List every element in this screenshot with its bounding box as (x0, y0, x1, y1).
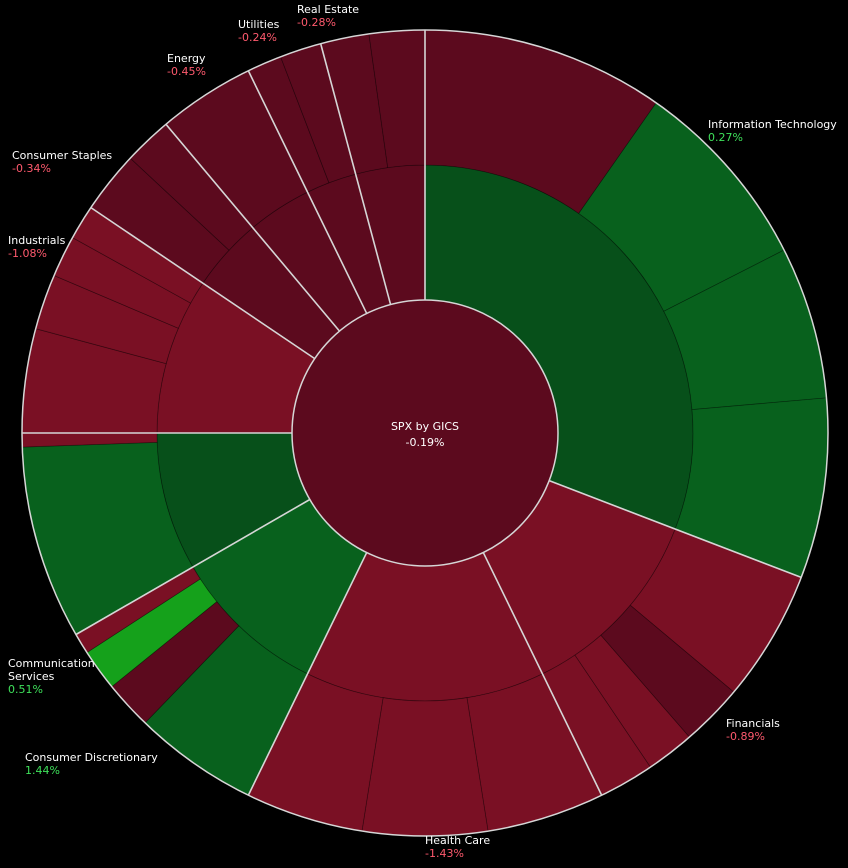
label-industrials-change: -1.08% (8, 247, 47, 260)
label-energy-name: Energy (167, 52, 206, 65)
label-information-technology-change: 0.27% (708, 131, 743, 144)
separator-financials (548, 479, 802, 579)
label-utilities-change: -0.24% (238, 31, 277, 44)
label-consumer-discretionary-name: Consumer Discretionary (25, 751, 158, 764)
label-communication-services-name: Communication Services (8, 657, 95, 683)
label-real-estate-name: Real Estate (297, 3, 359, 16)
label-industrials-name: Industrials (8, 234, 66, 247)
separator-consumer-discretionary (247, 552, 368, 796)
separator-communication-services (75, 498, 311, 636)
label-financials-change: -0.89% (726, 730, 765, 743)
outer-border (21, 29, 829, 837)
label-consumer-staples-name: Consumer Staples (12, 149, 112, 162)
center-circle[interactable] (291, 299, 559, 567)
label-consumer-discretionary-change: 1.44% (25, 764, 60, 777)
separator-utilities (247, 70, 368, 314)
sunburst-rings (21, 29, 829, 837)
sector-labels: Information Technology0.27%Financials-0.… (8, 3, 837, 860)
label-energy-change: -0.45% (167, 65, 206, 78)
label-consumer-staples-change: -0.34% (12, 162, 51, 175)
label-health-care-name: Health Care (425, 834, 490, 847)
center-title: SPX by GICS (391, 420, 459, 433)
label-utilities-name: Utilities (238, 18, 280, 31)
label-information-technology-name: Information Technology (708, 118, 837, 131)
label-health-care-change: -1.43% (425, 847, 464, 860)
center-hub[interactable]: SPX by GICS -0.19% (291, 299, 559, 567)
label-real-estate-change: -0.28% (297, 16, 336, 29)
separator-health-care (482, 552, 603, 796)
separator-energy (165, 123, 341, 332)
sector-outer-health-care-2[interactable] (361, 697, 489, 837)
label-financials-name: Financials (726, 717, 780, 730)
separator-consumer-staples (90, 206, 316, 360)
separator-real-estate (319, 43, 392, 305)
label-communication-services-change: 0.51% (8, 683, 43, 696)
center-value: -0.19% (406, 436, 445, 449)
sector-separators (22, 30, 802, 796)
